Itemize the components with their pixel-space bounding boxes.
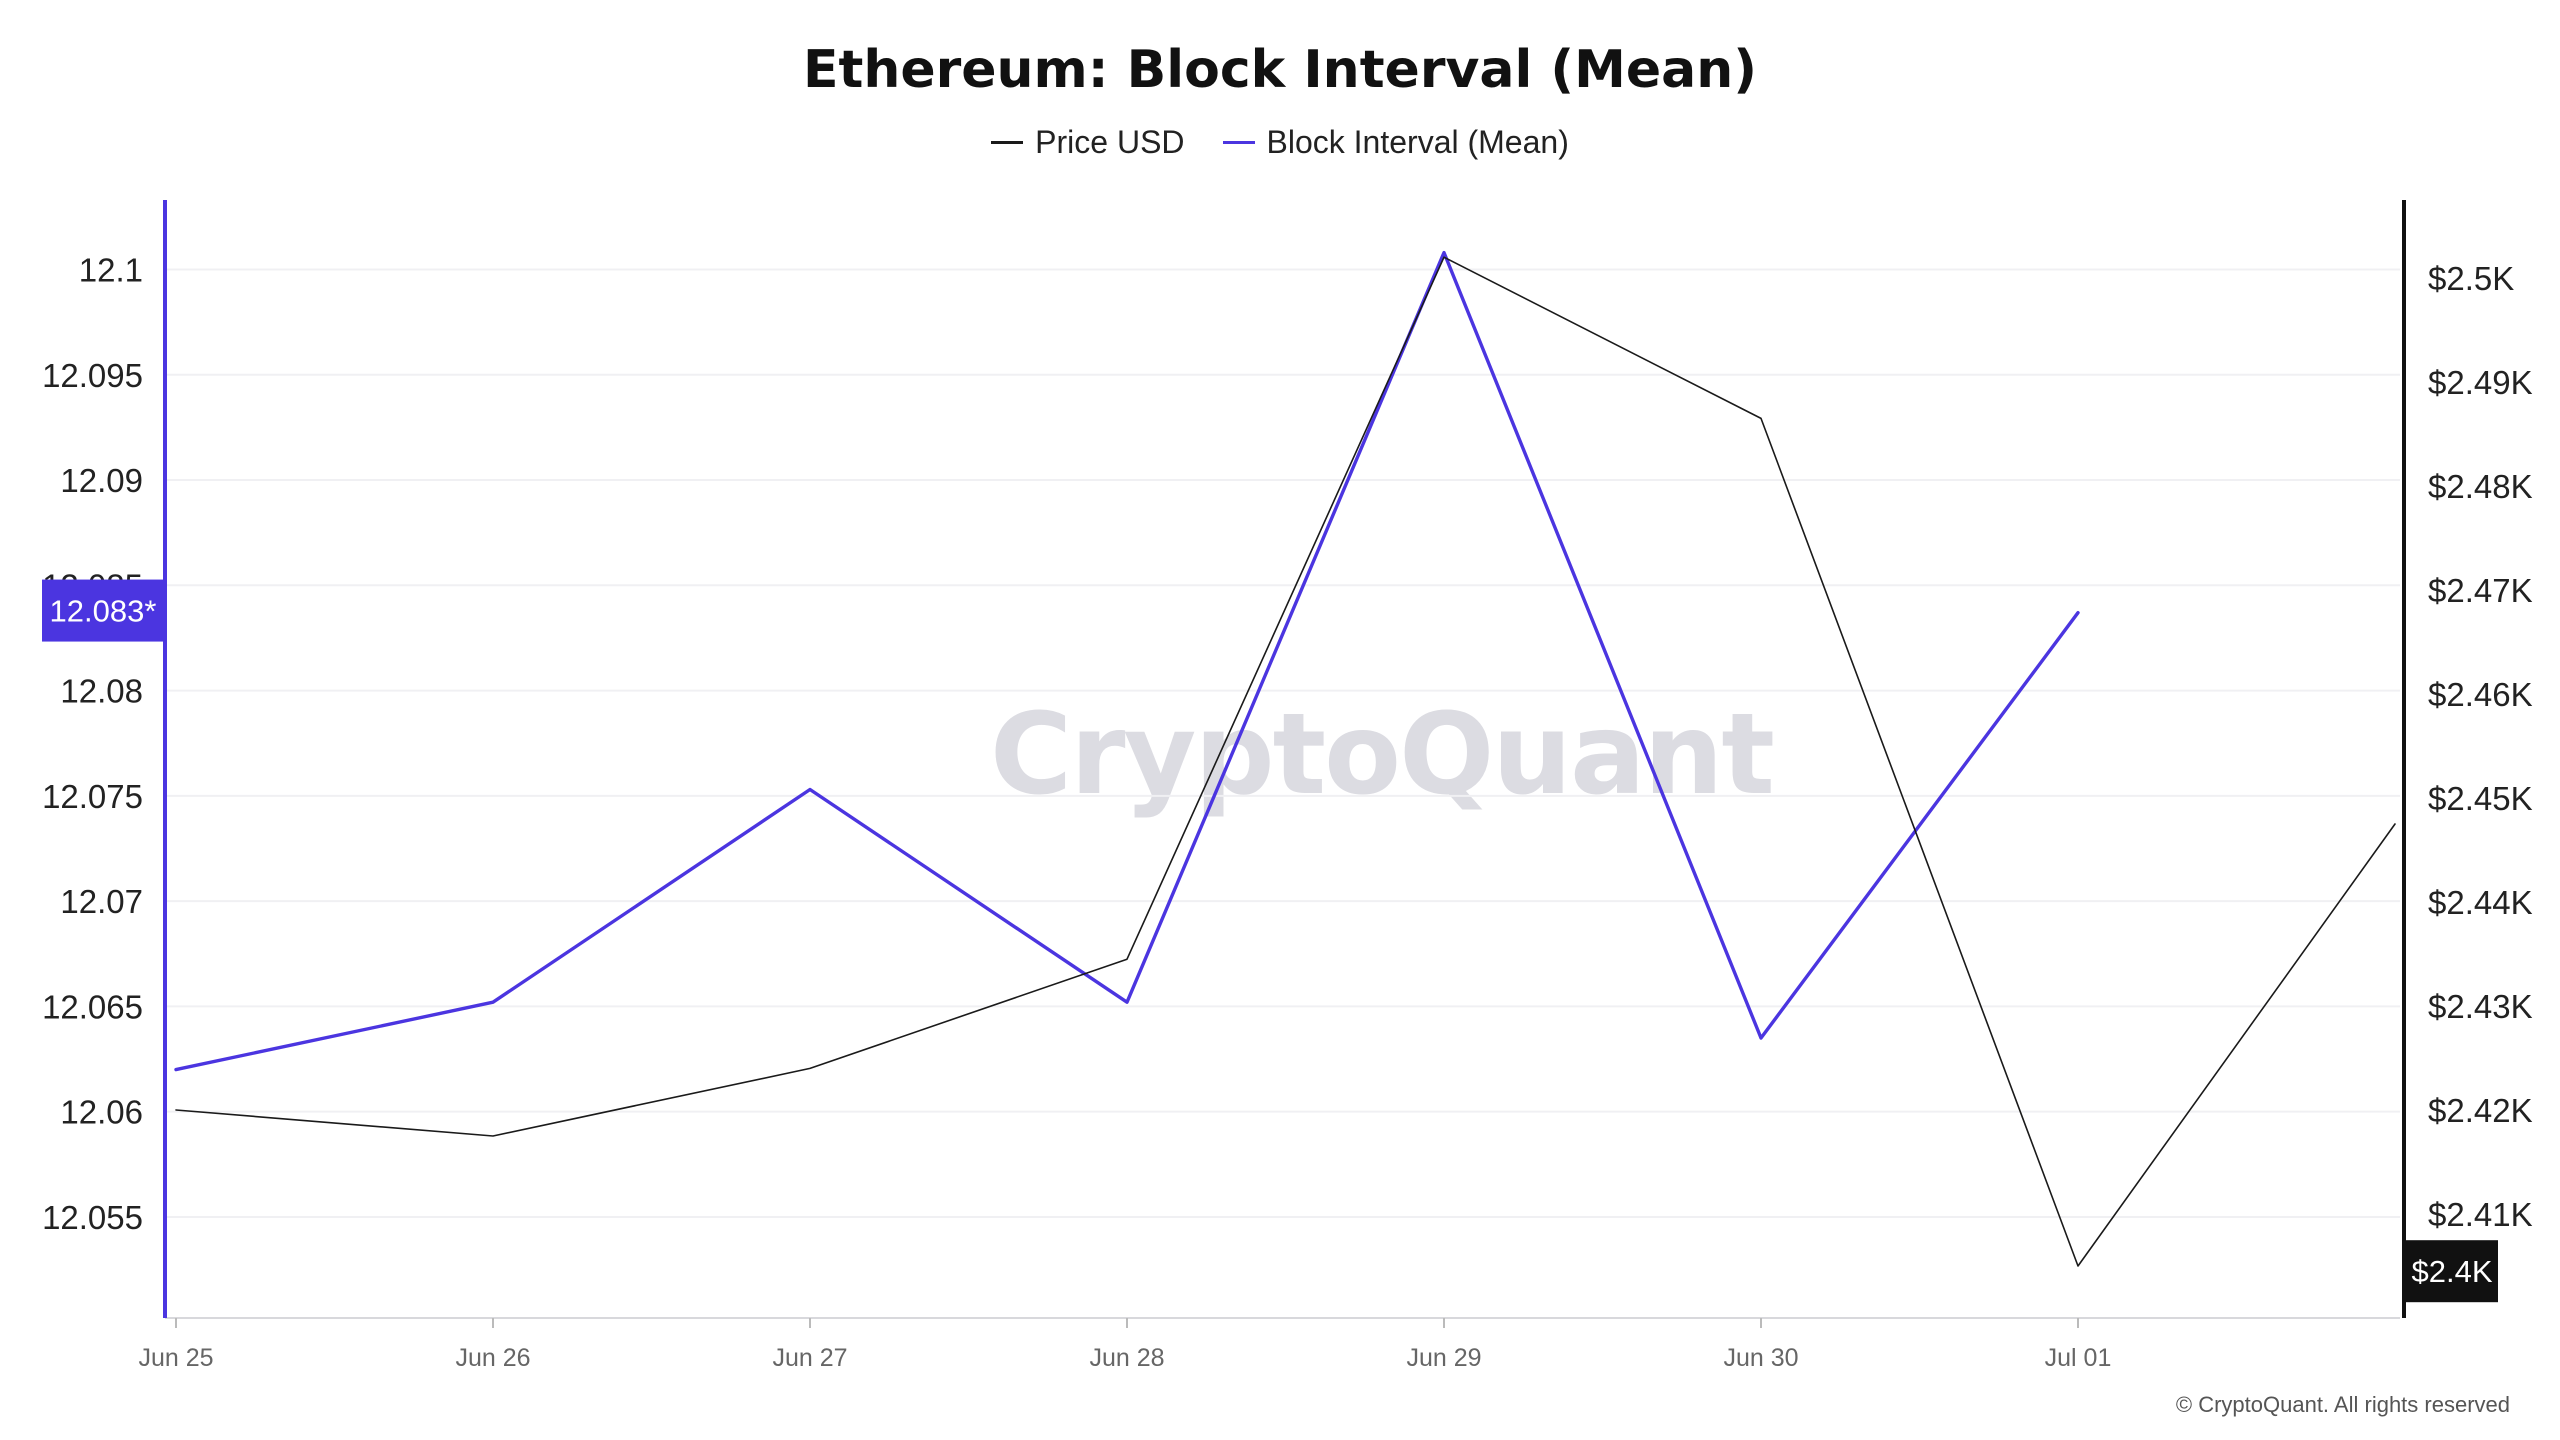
series-line-price-usd (175, 256, 2396, 1267)
left-tick-label: 12.09 (60, 462, 143, 499)
right-tick-label: $2.44K (2428, 884, 2533, 921)
legend-item-price[interactable]: Price USD (991, 124, 1185, 161)
right-tick-label: $2.46K (2428, 676, 2533, 713)
left-value-marker-label: 12.083* (50, 594, 157, 629)
right-tick-label: $2.5K (2428, 260, 2514, 297)
right-tick-label: $2.49K (2428, 364, 2533, 401)
watermark: CryptoQuant (990, 690, 1775, 820)
right-value-marker-label: $2.4K (2411, 1254, 2492, 1289)
x-tick-label: Jul 01 (2045, 1344, 2112, 1372)
right-tick-label: $2.42K (2428, 1092, 2533, 1129)
left-tick-label: 12.075 (42, 778, 143, 815)
legend-item-block-interval[interactable]: Block Interval (Mean) (1222, 124, 1569, 161)
left-tick-label: 12.095 (42, 357, 143, 394)
left-tick-label: 12.055 (42, 1199, 143, 1236)
x-tick-label: Jun 30 (1723, 1344, 1798, 1372)
left-value-marker (42, 579, 164, 642)
chart-title: Ethereum: Block Interval (Mean) (802, 40, 1758, 100)
right-tick-label: $2.41K (2428, 1196, 2533, 1233)
legend-label-block-interval: Block Interval (Mean) (1266, 124, 1569, 160)
left-tick-label: 12.08 (60, 673, 143, 710)
right-tick-label: $2.45K (2428, 780, 2533, 817)
legend-swatch-block-interval (1222, 141, 1255, 144)
legend: Price USD Block Interval (Mean) (0, 124, 2560, 161)
x-tick-label: Jun 27 (772, 1344, 847, 1372)
x-tick-label: Jun 26 (455, 1344, 530, 1372)
right-tick-label: $2.48K (2428, 468, 2533, 505)
right-tick-label: $2.43K (2428, 988, 2533, 1025)
left-tick-label: 12.1 (79, 251, 143, 288)
right-tick-label: $2.47K (2428, 572, 2533, 609)
copyright-notice: © CryptoQuant. All rights reserved (2175, 1392, 2510, 1417)
left-tick-label: 12.065 (42, 988, 143, 1025)
x-tick-label: Jun 29 (1406, 1344, 1481, 1372)
left-tick-label: 12.06 (60, 1094, 143, 1131)
right-value-marker (2406, 1240, 2498, 1303)
legend-label-price: Price USD (1035, 124, 1185, 160)
x-tick-label: Jun 28 (1089, 1344, 1164, 1372)
legend-swatch-price (991, 141, 1024, 144)
left-tick-label: 12.07 (60, 883, 143, 920)
x-tick-label: Jun 25 (138, 1344, 213, 1372)
